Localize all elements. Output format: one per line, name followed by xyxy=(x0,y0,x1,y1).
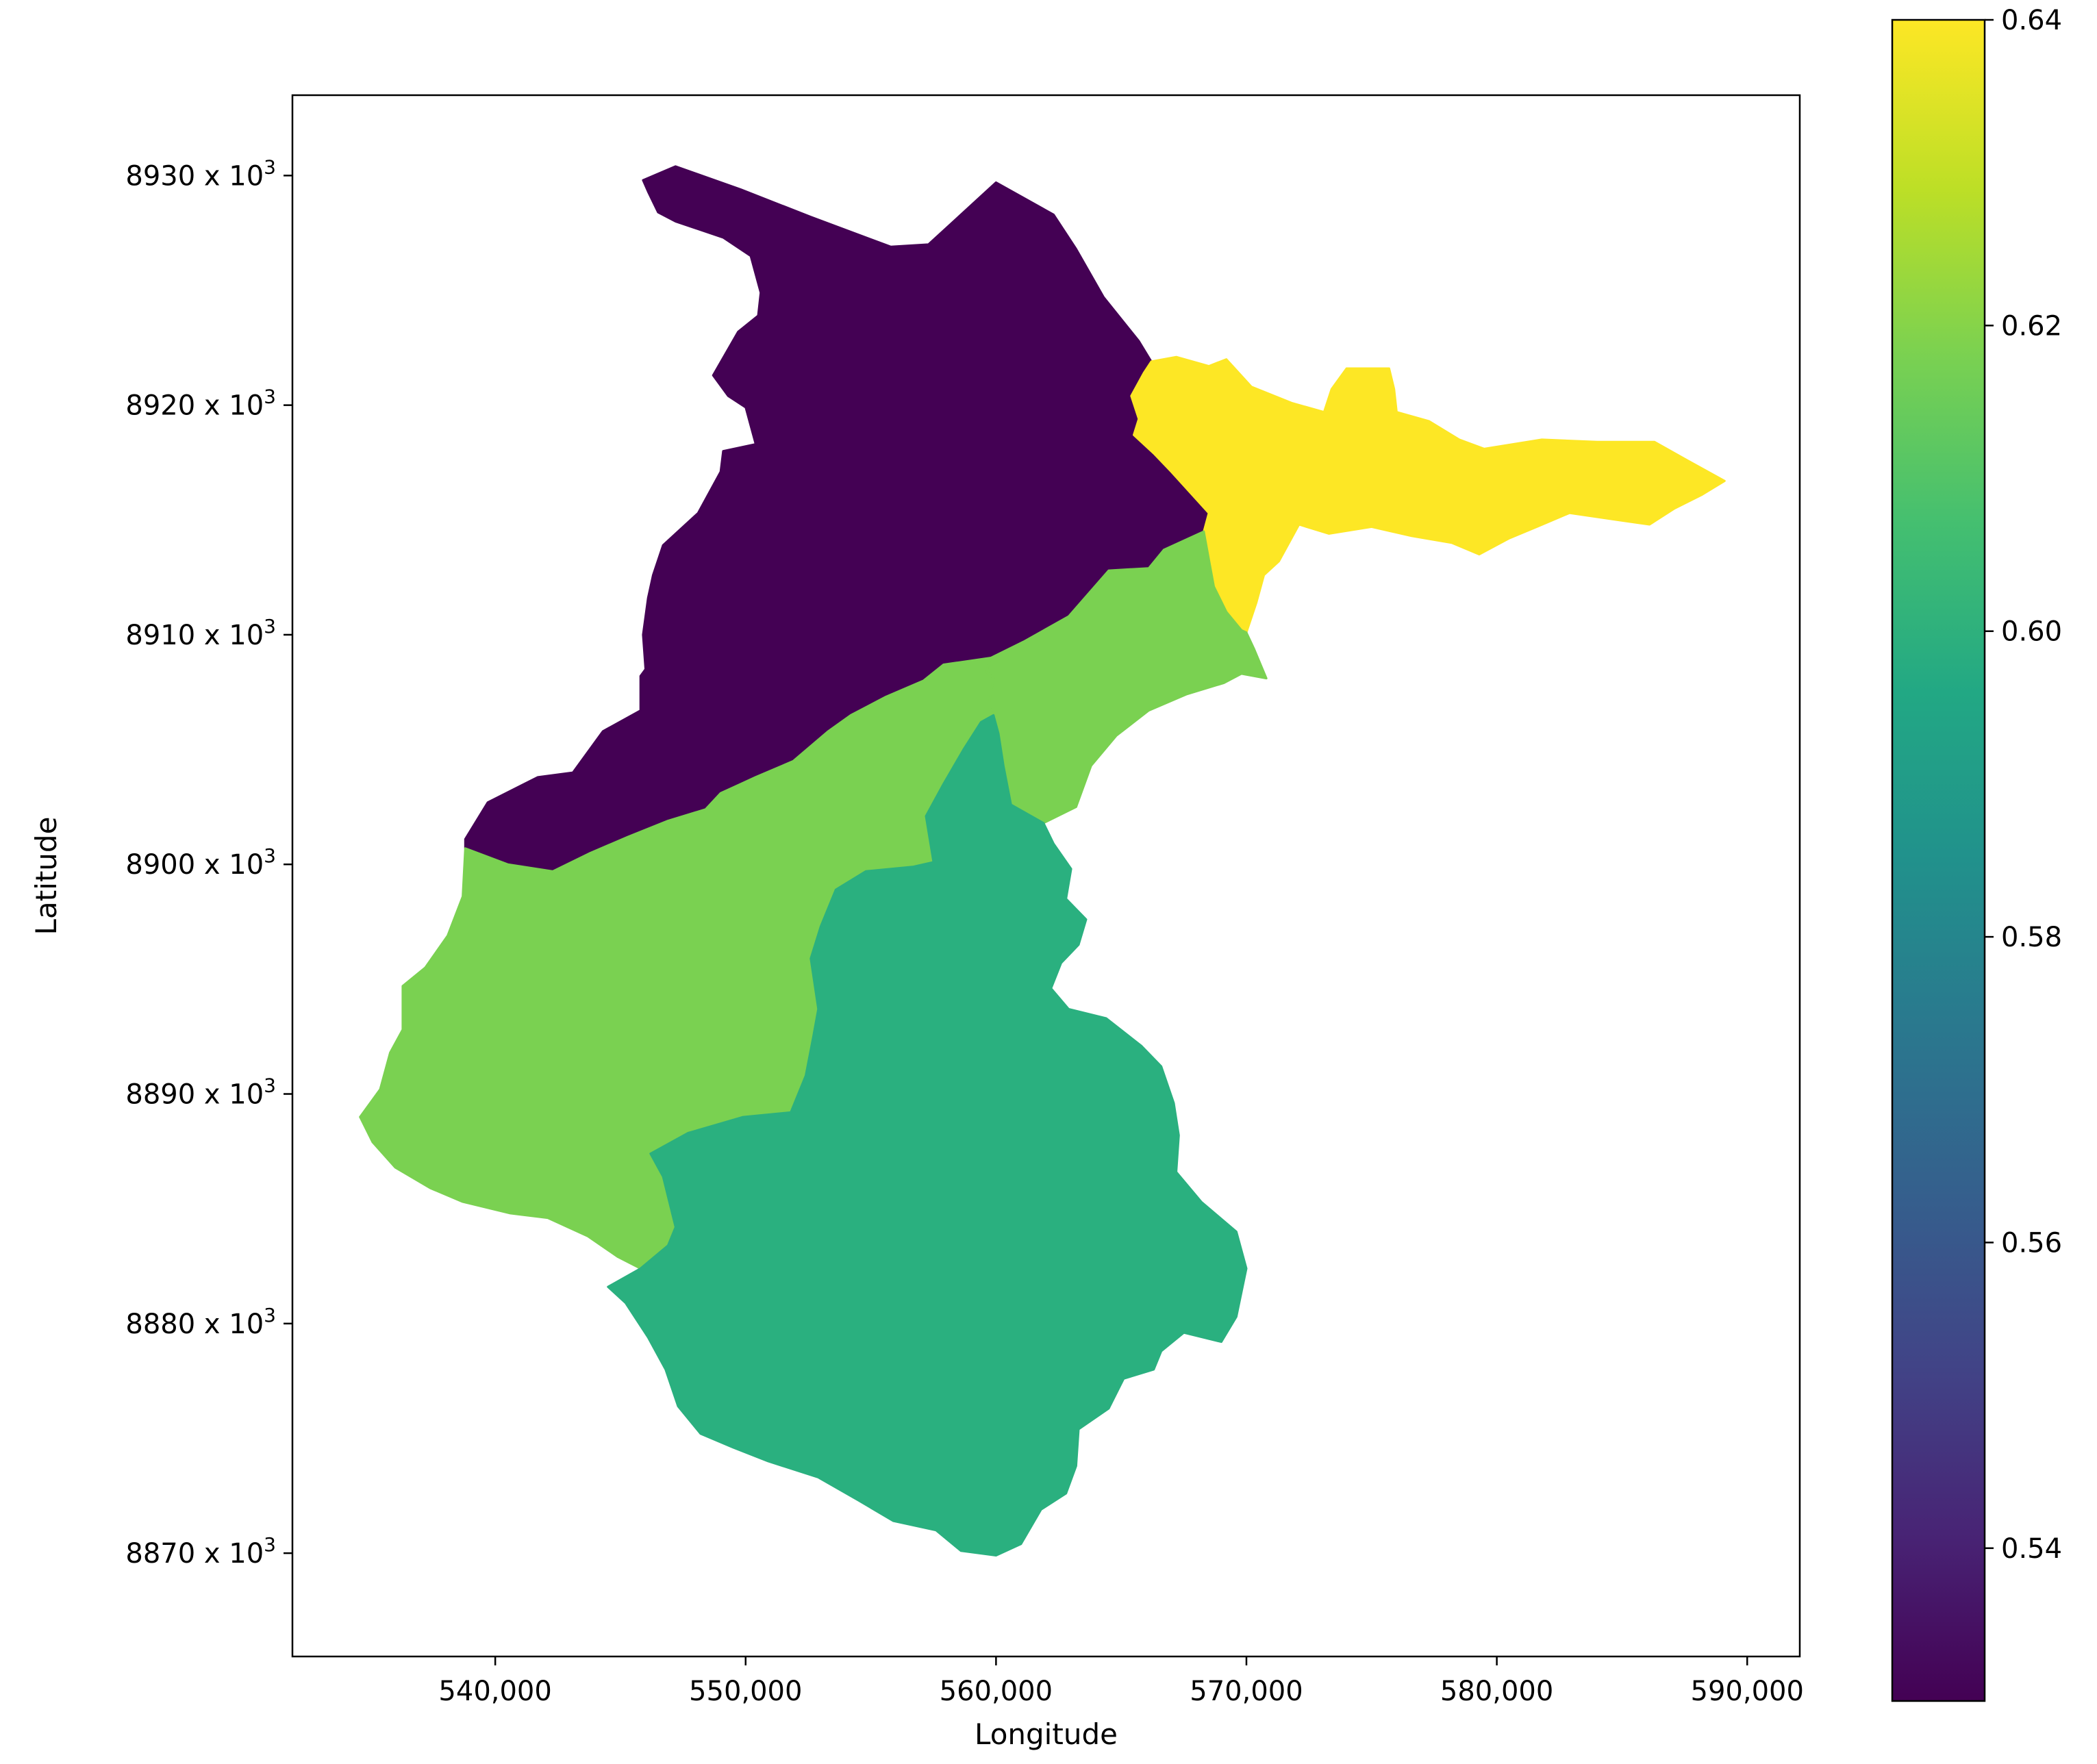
y-tick-label: 8930 x 103 xyxy=(125,155,276,192)
x-tick-label: 570,000 xyxy=(1190,1676,1303,1707)
y-tick-label: 8880 x 103 xyxy=(125,1304,276,1340)
region-south-basin xyxy=(607,714,1248,1557)
region-north-east-basin xyxy=(1130,355,1726,634)
colorbar-tick-label: 0.58 xyxy=(2001,922,2062,953)
colorbar-tick-label: 0.56 xyxy=(2001,1227,2062,1259)
y-tick-label: 8870 x 103 xyxy=(125,1533,276,1570)
x-tick-label: 560,000 xyxy=(940,1676,1053,1707)
colorbar-gradient xyxy=(1891,18,1986,1702)
y-tick-label: 8900 x 103 xyxy=(125,844,276,881)
y-tick-label: 8920 x 103 xyxy=(125,386,276,422)
colorbar-tick-label: 0.60 xyxy=(2001,616,2062,648)
map-regions xyxy=(359,165,1726,1557)
y-tick-label: 8910 x 103 xyxy=(125,615,276,651)
colorbar-tick-label: 0.62 xyxy=(2001,310,2062,342)
colorbar-ticks: 0.54 0.56 0.58 0.60 0.62 0.64 xyxy=(1985,5,2062,1565)
colorbar: 0.54 0.56 0.58 0.60 0.62 0.64 xyxy=(1891,5,2062,1702)
x-axis-label: Longitude xyxy=(975,1717,1118,1751)
y-tick-label: 8890 x 103 xyxy=(125,1074,276,1111)
x-tick-label: 540,000 xyxy=(438,1676,551,1707)
x-tick-label: 550,000 xyxy=(689,1676,802,1707)
x-tick-label: 590,000 xyxy=(1691,1676,1804,1707)
y-axis-ticks: 8930 x 103 8920 x 103 8910 x 103 8900 x 103… xyxy=(125,155,292,1570)
x-tick-label: 580,000 xyxy=(1440,1676,1553,1707)
colorbar-tick-label: 0.54 xyxy=(2001,1533,2062,1565)
plot-area-frame xyxy=(291,94,1801,1658)
y-axis-label: Latitude xyxy=(29,817,63,935)
x-axis-ticks: 540,000 550,000 560,000 570,000 580,000 590,0… xyxy=(438,1656,1804,1707)
colorbar-tick-label: 0.64 xyxy=(2001,5,2062,36)
